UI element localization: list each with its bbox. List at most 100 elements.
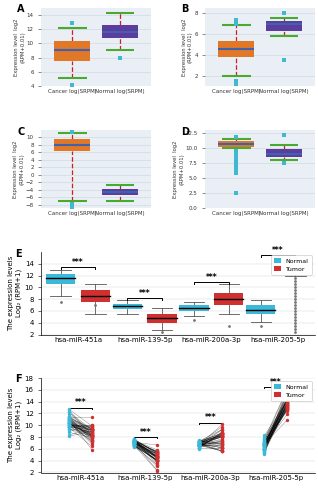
Point xyxy=(197,438,202,446)
Point xyxy=(197,441,202,449)
Point xyxy=(132,436,137,444)
Point xyxy=(197,439,202,447)
Point xyxy=(66,423,72,431)
Point xyxy=(66,418,72,426)
Point xyxy=(154,456,159,464)
Point xyxy=(132,436,137,444)
Point xyxy=(89,437,94,445)
Point xyxy=(132,442,137,450)
Point xyxy=(285,404,290,411)
Point xyxy=(262,442,267,450)
Point xyxy=(197,441,202,449)
Point xyxy=(219,446,225,454)
Point xyxy=(154,466,159,474)
Point xyxy=(89,432,94,440)
Point xyxy=(219,436,225,444)
Point xyxy=(285,405,290,413)
Point xyxy=(154,448,159,456)
Point xyxy=(66,416,72,424)
Point xyxy=(132,438,137,446)
Point xyxy=(197,440,202,448)
Point xyxy=(132,442,137,450)
Point xyxy=(66,427,72,435)
Point xyxy=(132,442,137,450)
Point xyxy=(219,428,225,436)
Point xyxy=(154,453,159,461)
Point xyxy=(154,456,159,464)
Point xyxy=(219,430,225,438)
Point xyxy=(219,423,225,431)
Point xyxy=(197,438,202,446)
Point xyxy=(66,424,72,432)
Point xyxy=(262,439,267,447)
Point xyxy=(154,456,159,464)
Point xyxy=(66,431,72,439)
Point xyxy=(66,406,72,413)
Point xyxy=(66,419,72,427)
Point xyxy=(262,439,267,447)
Point xyxy=(197,440,202,448)
Text: F: F xyxy=(15,374,22,384)
Point xyxy=(132,440,137,448)
Point xyxy=(219,443,225,451)
Point xyxy=(285,406,290,414)
Point xyxy=(89,431,94,439)
Point xyxy=(285,401,290,409)
Point xyxy=(132,442,137,450)
Point xyxy=(219,435,225,443)
Point xyxy=(285,406,290,413)
Point xyxy=(89,421,94,429)
Point xyxy=(89,434,94,442)
Point xyxy=(66,416,72,424)
Point xyxy=(197,440,202,448)
Point xyxy=(219,432,225,440)
Point xyxy=(285,406,290,414)
Point xyxy=(285,395,290,403)
Point xyxy=(285,385,290,393)
Point xyxy=(219,432,225,440)
Point xyxy=(132,435,137,443)
Point xyxy=(197,441,202,449)
Point xyxy=(89,432,94,440)
Point xyxy=(66,408,72,416)
Point xyxy=(197,437,202,445)
Point xyxy=(262,446,267,454)
Point xyxy=(219,444,225,452)
Y-axis label: Expression level  log2
(RPM+0.01): Expression level log2 (RPM+0.01) xyxy=(14,18,25,76)
Point xyxy=(262,440,267,448)
Point xyxy=(285,401,290,409)
Point xyxy=(285,388,290,396)
Point xyxy=(89,438,94,446)
Point xyxy=(219,426,225,434)
Point xyxy=(262,444,267,452)
Bar xyxy=(218,140,254,146)
Point xyxy=(89,446,94,454)
Point xyxy=(66,422,72,430)
Point xyxy=(132,440,137,448)
Y-axis label: The expression levels
Log₂ (RPM+1): The expression levels Log₂ (RPM+1) xyxy=(8,388,22,463)
Point xyxy=(154,448,159,456)
Point xyxy=(132,440,137,448)
Point xyxy=(89,437,94,445)
Bar xyxy=(113,304,142,308)
Point xyxy=(66,408,72,416)
Point xyxy=(154,441,159,449)
Point xyxy=(154,460,159,468)
Point xyxy=(197,441,202,449)
Point xyxy=(154,448,159,456)
Point xyxy=(66,420,72,428)
Point xyxy=(197,442,202,450)
Point xyxy=(89,436,94,444)
Point xyxy=(154,454,159,462)
Point xyxy=(262,442,267,450)
Point xyxy=(154,454,159,462)
Point xyxy=(89,430,94,438)
Point xyxy=(219,431,225,439)
Point xyxy=(132,436,137,444)
Point xyxy=(285,399,290,407)
Point xyxy=(154,453,159,461)
Point xyxy=(262,441,267,449)
Point xyxy=(154,446,159,454)
Point xyxy=(132,436,137,444)
Point xyxy=(66,425,72,433)
